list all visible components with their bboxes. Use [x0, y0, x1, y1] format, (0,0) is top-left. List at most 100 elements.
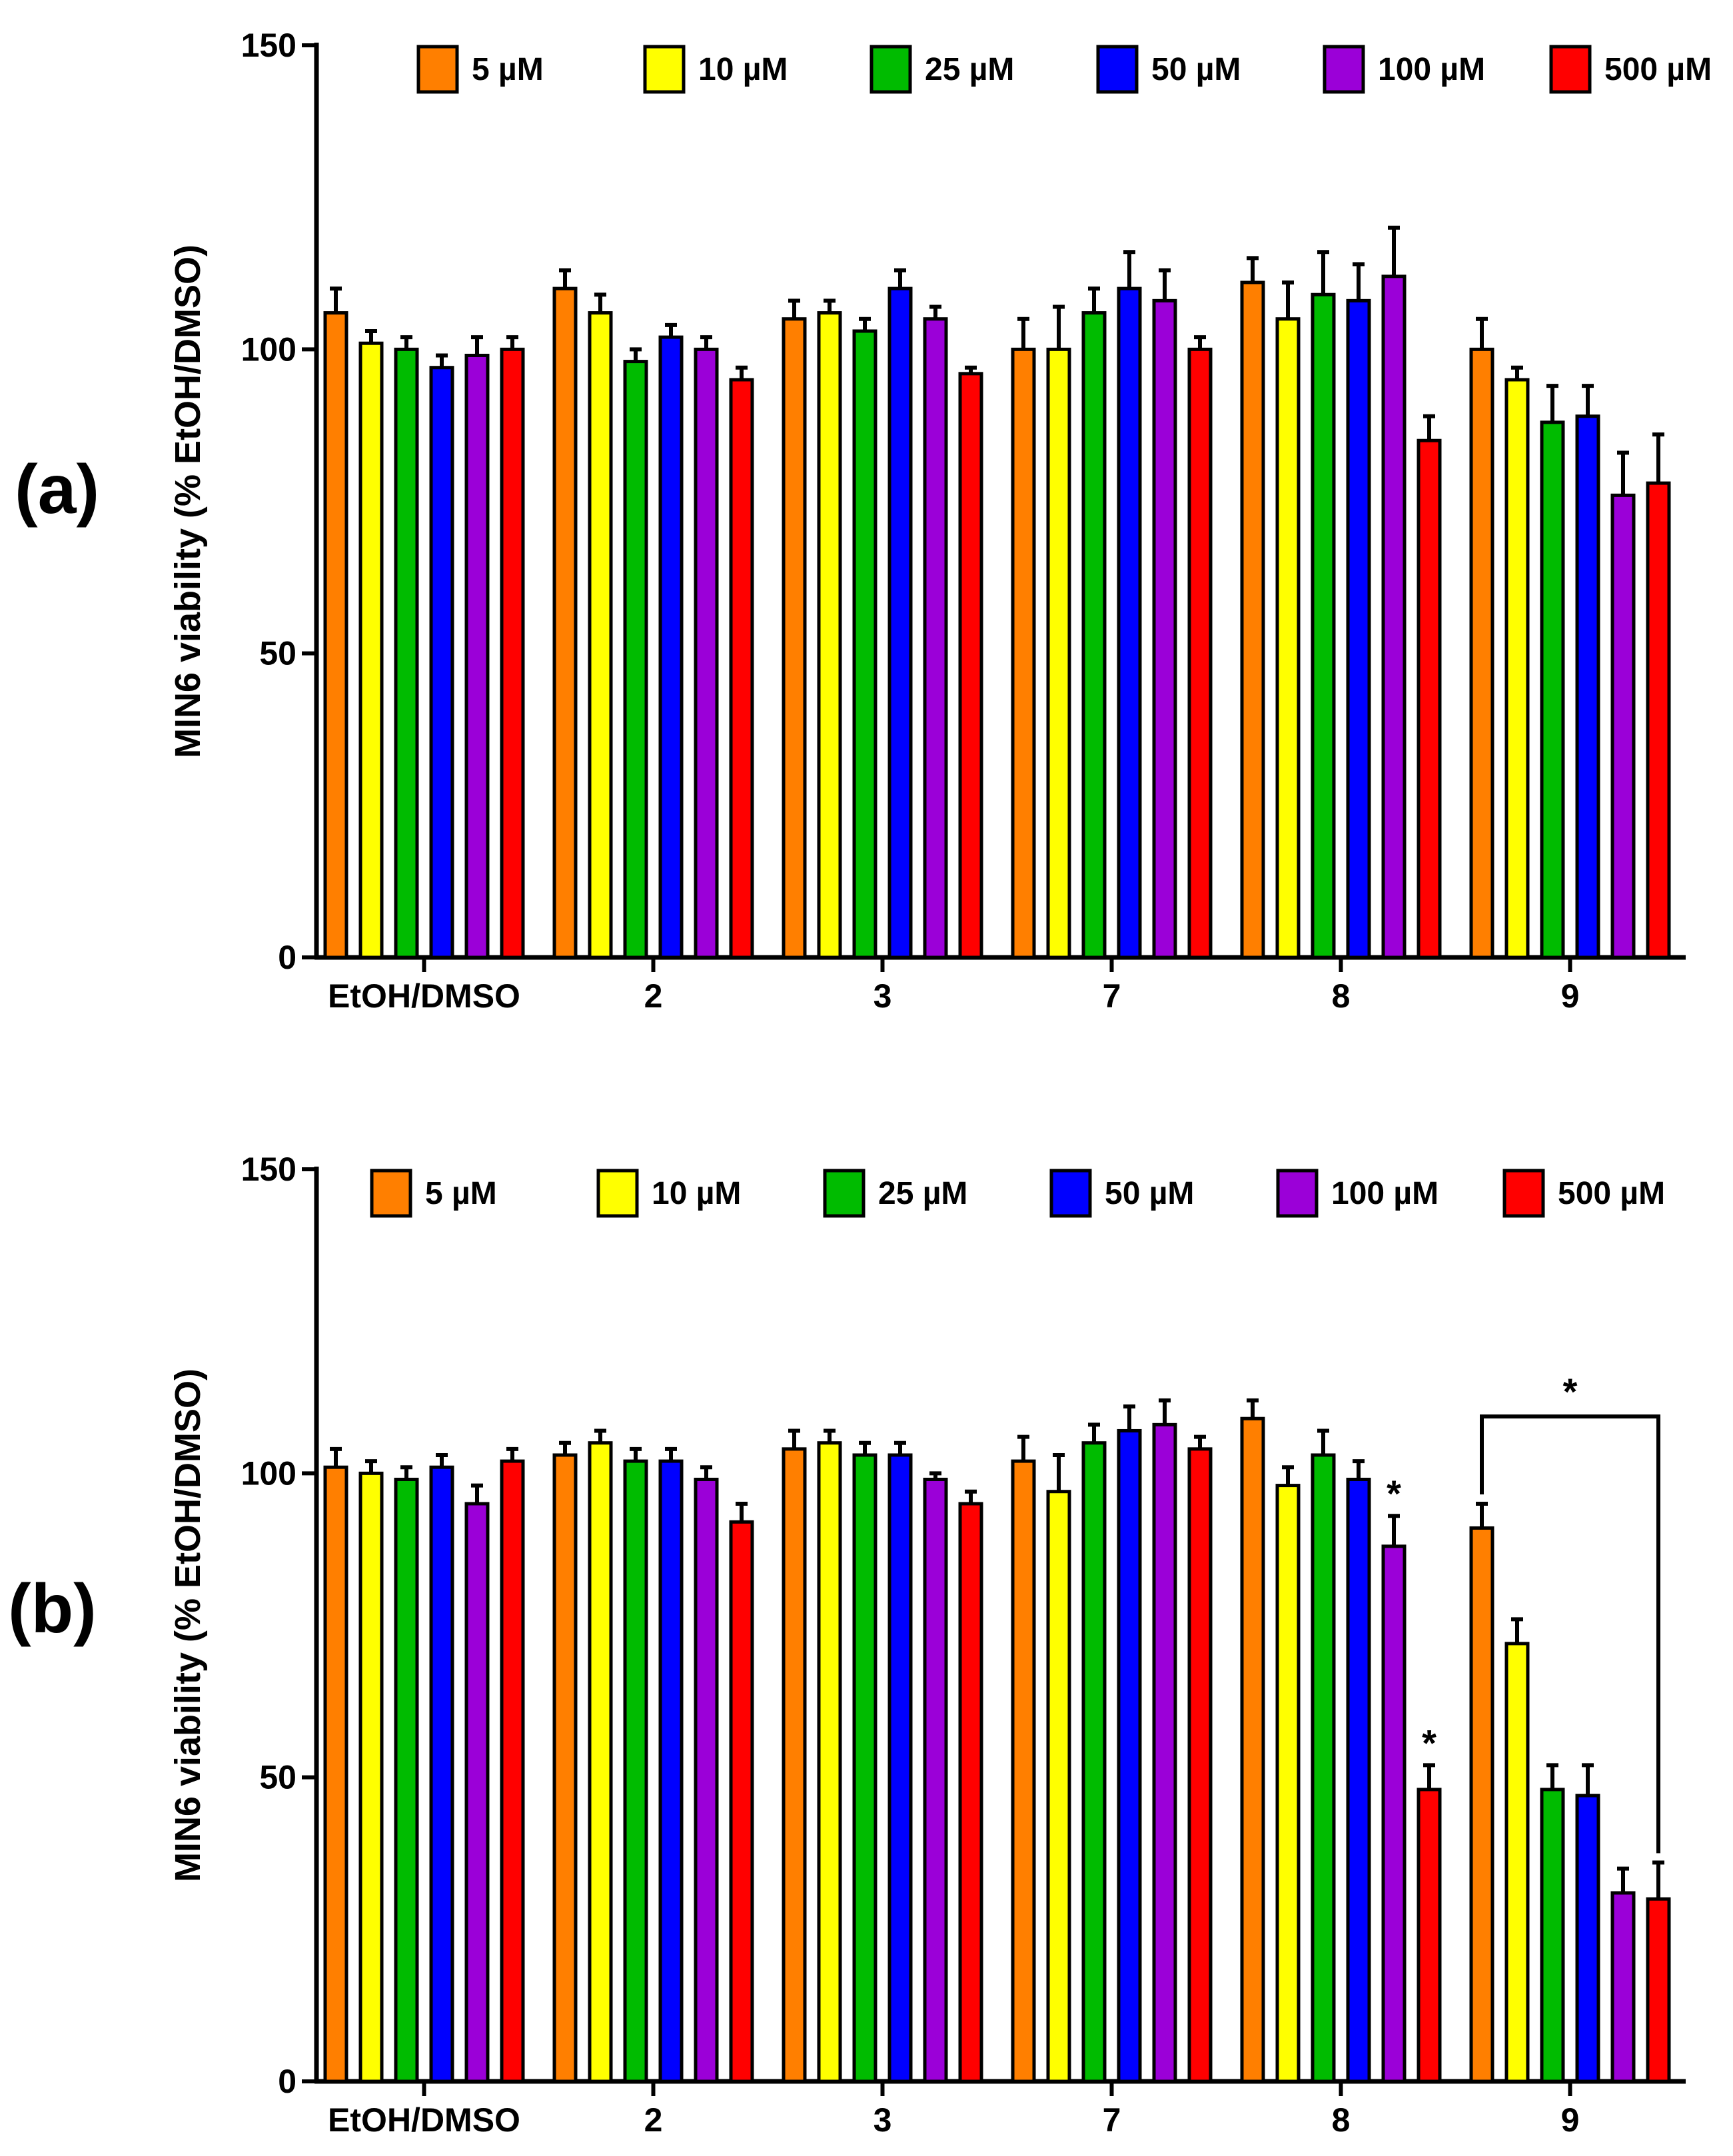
bar [852, 329, 877, 959]
bar [1540, 1788, 1565, 2083]
bar [1240, 280, 1265, 959]
bar [923, 1477, 948, 2083]
significance-bracket [1480, 1414, 1660, 1854]
bar [658, 1459, 684, 2083]
panel-label: (b) [8, 1570, 97, 1648]
panel-label: (a) [15, 451, 99, 528]
bar [1469, 1526, 1494, 2083]
legend-swatch [370, 1169, 412, 1218]
bar [1540, 420, 1565, 959]
legend-label: 5 µM [425, 1176, 497, 1211]
bar [1187, 347, 1213, 959]
legend-label: 500 µM [1558, 1176, 1665, 1211]
y-axis-title: MIN6 viability (% EtOH/DMSO) [168, 1368, 208, 1882]
bar [1417, 438, 1442, 959]
bar [1311, 1453, 1336, 2083]
bar [358, 1471, 384, 2083]
y-tick-label: 0 [278, 2063, 296, 2100]
bar [1046, 1490, 1071, 2083]
legend-swatch [1049, 1169, 1092, 1218]
bar [782, 317, 807, 959]
bar [1646, 1897, 1671, 2083]
legend-label: 50 µM [1151, 52, 1241, 87]
bar [1187, 1447, 1213, 2083]
x-tick-label: 2 [644, 977, 663, 1015]
bar [1504, 378, 1530, 959]
bar [729, 1520, 754, 2083]
x-tick-label: EtOH/DMSO [328, 2101, 520, 2139]
x-tick-label: 8 [1332, 977, 1351, 1015]
legend-label: 500 µM [1604, 52, 1712, 87]
bar [887, 286, 913, 959]
bar [729, 378, 754, 959]
chart-panel-0: (a) MIN6 viability (% EtOH/DMSO) 0 50 100 150… [15, 27, 1712, 1015]
bar [817, 1441, 842, 2083]
y-tick-label: 150 [241, 27, 296, 64]
bar [1117, 286, 1142, 959]
bar [1011, 347, 1036, 959]
legend-label: 50 µM [1105, 1176, 1194, 1211]
legend-label: 10 µM [698, 52, 788, 87]
bar [1575, 414, 1600, 959]
significance-star: * [1422, 1722, 1437, 1764]
y-tick-label: 50 [259, 635, 296, 672]
legend-label: 100 µM [1331, 1176, 1439, 1211]
bar [588, 1441, 613, 2083]
bar [500, 1459, 525, 2083]
y-axis-title: MIN6 viability (% EtOH/DMSO) [168, 245, 208, 758]
bar [1275, 1484, 1301, 2083]
x-tick-label: 3 [873, 2101, 892, 2139]
bar [429, 366, 454, 959]
bar [323, 1465, 348, 2083]
bar [1381, 1544, 1407, 2083]
x-tick-label: 7 [1103, 2101, 1121, 2139]
bar [1275, 317, 1301, 959]
y-tick-label: 50 [259, 1759, 296, 1796]
bar [1610, 493, 1636, 959]
bar [1346, 298, 1371, 959]
bar [552, 1453, 578, 2083]
bar [782, 1447, 807, 2083]
bar [429, 1465, 454, 2083]
bar [394, 347, 419, 959]
bar [464, 1502, 490, 2083]
x-tick-label: 9 [1561, 2101, 1580, 2139]
bar [1081, 311, 1107, 959]
x-tick-label: 9 [1561, 977, 1580, 1015]
legend-swatch [1276, 1169, 1319, 1218]
bar [1381, 274, 1407, 959]
bar [1117, 1428, 1142, 2083]
bar [1469, 347, 1494, 959]
y-tick-label: 0 [278, 939, 296, 976]
y-tick-label: 150 [241, 1151, 296, 1188]
legend-label: 10 µM [652, 1176, 741, 1211]
bar [1152, 1422, 1177, 2083]
x-tick-label: 8 [1332, 2101, 1351, 2139]
bar [1504, 1642, 1530, 2083]
bar [1081, 1441, 1107, 2083]
legend-label: 100 µM [1378, 52, 1485, 87]
bar [958, 1502, 983, 2083]
bar [1240, 1416, 1265, 2083]
bar [1011, 1459, 1036, 2083]
legend-swatch [1502, 1169, 1545, 1218]
bar [887, 1453, 913, 2083]
bar [358, 341, 384, 959]
legend-swatch [1323, 45, 1365, 94]
bar [1646, 481, 1671, 959]
legend-swatch [1096, 45, 1139, 94]
bar [1346, 1477, 1371, 2083]
bar [958, 372, 983, 959]
legend-swatch [869, 45, 912, 94]
bar [1046, 347, 1071, 959]
bar [1417, 1788, 1442, 2083]
legend-label: 25 µM [878, 1176, 967, 1211]
significance-star: * [1563, 1370, 1578, 1412]
bar [1311, 292, 1336, 959]
bar [323, 311, 348, 959]
bar [694, 1477, 719, 2083]
legend-swatch [823, 1169, 866, 1218]
bar [1152, 298, 1177, 959]
legend-swatch [1549, 45, 1592, 94]
